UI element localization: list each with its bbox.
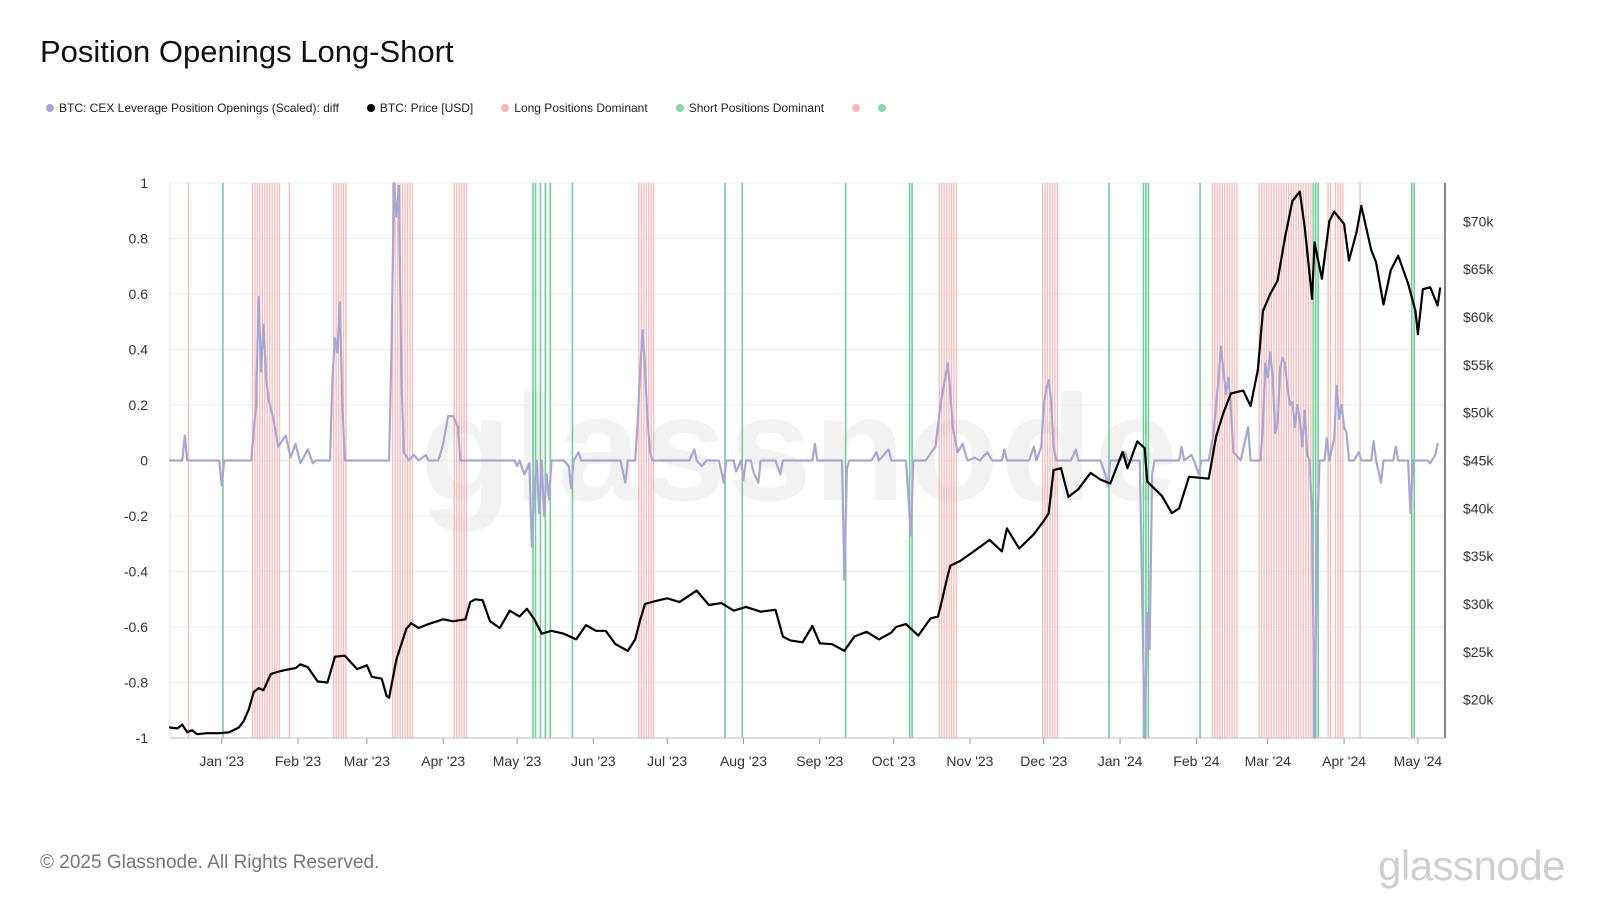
legend-dot-extra-red[interactable] <box>852 104 861 112</box>
y-right-tick-label: $20k <box>1463 692 1494 708</box>
chart-legend: BTC: CEX Leverage Position Openings (Sca… <box>46 101 904 115</box>
x-tick-label: May '23 <box>493 753 542 769</box>
y-left-tick-label: -1 <box>136 730 149 746</box>
x-tick-label: May '24 <box>1394 753 1443 769</box>
y-right-tick-label: $70k <box>1463 213 1494 229</box>
y-left-tick-label: 0.4 <box>129 342 149 358</box>
series-line-price <box>168 190 1442 736</box>
legend-item-diff[interactable]: BTC: CEX Leverage Position Openings (Sca… <box>46 101 339 115</box>
x-tick-label: Mar '24 <box>1245 753 1291 769</box>
legend-label-long: Long Positions Dominant <box>514 101 648 115</box>
regime-bands <box>187 183 1416 738</box>
y-left-tick-label: -0.8 <box>124 675 148 691</box>
series-lines <box>168 181 1442 740</box>
x-tick-label: Apr '23 <box>421 753 465 769</box>
x-tick-label: Aug '23 <box>720 753 767 769</box>
x-tick-label: Jan '23 <box>199 753 244 769</box>
legend-dot-diff <box>46 104 54 112</box>
x-tick-label: Jan '24 <box>1098 753 1143 769</box>
y-left-tick-label: 0 <box>140 453 148 469</box>
y-right-tick-label: $50k <box>1463 405 1494 421</box>
watermark: glassnode <box>420 364 1180 532</box>
legend-label-short: Short Positions Dominant <box>688 101 825 115</box>
x-tick-label: Feb '24 <box>1173 753 1219 769</box>
y-right-tick-label: $55k <box>1463 357 1494 373</box>
y-right-tick-label: $30k <box>1463 596 1494 612</box>
legend-item-short[interactable]: Short Positions Dominant <box>675 101 825 115</box>
x-tick-label: Jul '23 <box>647 753 687 769</box>
y-right-tick-label: $25k <box>1463 644 1494 660</box>
y-left-tick-label: 0.6 <box>129 286 149 302</box>
x-tick-label: Mar '23 <box>344 753 390 769</box>
x-tick-label: Oct '23 <box>872 753 916 769</box>
legend-dot-extra-green[interactable] <box>878 104 887 112</box>
y-left-tick-label: -0.2 <box>124 508 148 524</box>
legend-label-diff: BTC: CEX Leverage Position Openings (Sca… <box>59 101 339 115</box>
x-tick-label: Jun '23 <box>571 753 616 769</box>
x-tick-label: Nov '23 <box>946 753 993 769</box>
legend-item-long[interactable]: Long Positions Dominant <box>501 101 648 115</box>
chart-title: Position Openings Long-Short <box>40 34 454 69</box>
legend-label-price: BTC: Price [USD] <box>379 101 474 115</box>
legend-dot-price <box>366 104 375 112</box>
x-tick-label: Sep '23 <box>796 753 843 769</box>
x-tick-label: Apr '24 <box>1322 753 1366 769</box>
y-left-tick-label: 1 <box>140 175 148 191</box>
x-tick-label: Feb '23 <box>275 753 321 769</box>
y-right-tick-label: $45k <box>1463 453 1494 469</box>
y-right-tick-label: $40k <box>1463 500 1494 516</box>
series-line-diff <box>168 181 1439 740</box>
y-left-tick-label: 0.2 <box>129 397 149 413</box>
y-right-tick-label: $60k <box>1463 309 1494 325</box>
y-left-tick-label: 0.8 <box>129 231 149 247</box>
brand-logo: glassnode <box>1378 842 1565 889</box>
y-left-tick-label: -0.4 <box>124 564 148 580</box>
legend-item-price[interactable]: BTC: Price [USD] <box>366 101 474 115</box>
y-right-tick-label: $35k <box>1463 548 1494 564</box>
legend-dot-long <box>501 104 510 112</box>
y-right-tick-label: $65k <box>1463 261 1494 277</box>
tick-labels: 1 0.8 0.6 0.4 0.2 0 -0.2 -0.4 -0.6 -0.8 -1 $70k $65k… <box>124 175 1494 769</box>
legend-dot-short <box>675 104 684 112</box>
x-tick-label: Dec '23 <box>1020 753 1067 769</box>
y-left-tick-label: -0.6 <box>124 619 148 635</box>
copyright-footer: © 2025 Glassnode. All Rights Reserved. <box>40 852 380 873</box>
